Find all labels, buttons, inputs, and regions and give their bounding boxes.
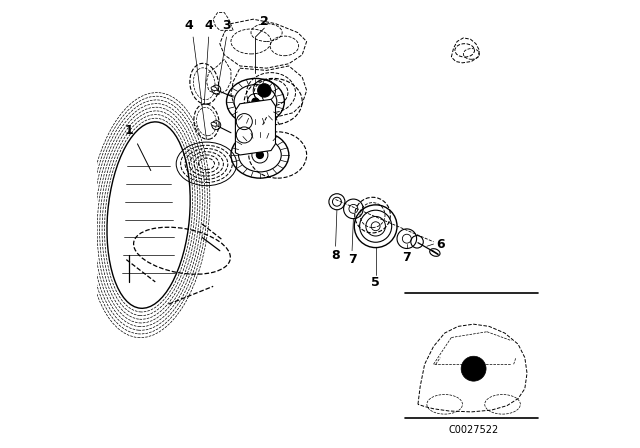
Polygon shape: [418, 324, 527, 412]
Polygon shape: [213, 13, 233, 30]
Polygon shape: [207, 59, 231, 95]
Polygon shape: [231, 66, 307, 117]
Polygon shape: [220, 19, 307, 68]
Polygon shape: [236, 99, 275, 155]
Text: 5: 5: [371, 276, 380, 289]
Text: 7: 7: [348, 253, 356, 266]
Text: C0027522: C0027522: [449, 425, 499, 435]
Polygon shape: [451, 38, 479, 63]
Circle shape: [257, 151, 264, 159]
Text: 7: 7: [403, 251, 411, 264]
Text: 3: 3: [222, 19, 231, 32]
Ellipse shape: [211, 86, 217, 90]
Text: 6: 6: [436, 237, 445, 250]
Circle shape: [252, 98, 259, 105]
Text: 4: 4: [184, 19, 193, 32]
Text: 8: 8: [332, 249, 340, 262]
Ellipse shape: [429, 249, 440, 256]
Ellipse shape: [211, 122, 217, 126]
Text: 2: 2: [260, 15, 269, 28]
Circle shape: [258, 84, 271, 97]
Text: 4: 4: [204, 19, 213, 32]
Circle shape: [461, 356, 486, 381]
Text: 1: 1: [124, 124, 133, 137]
